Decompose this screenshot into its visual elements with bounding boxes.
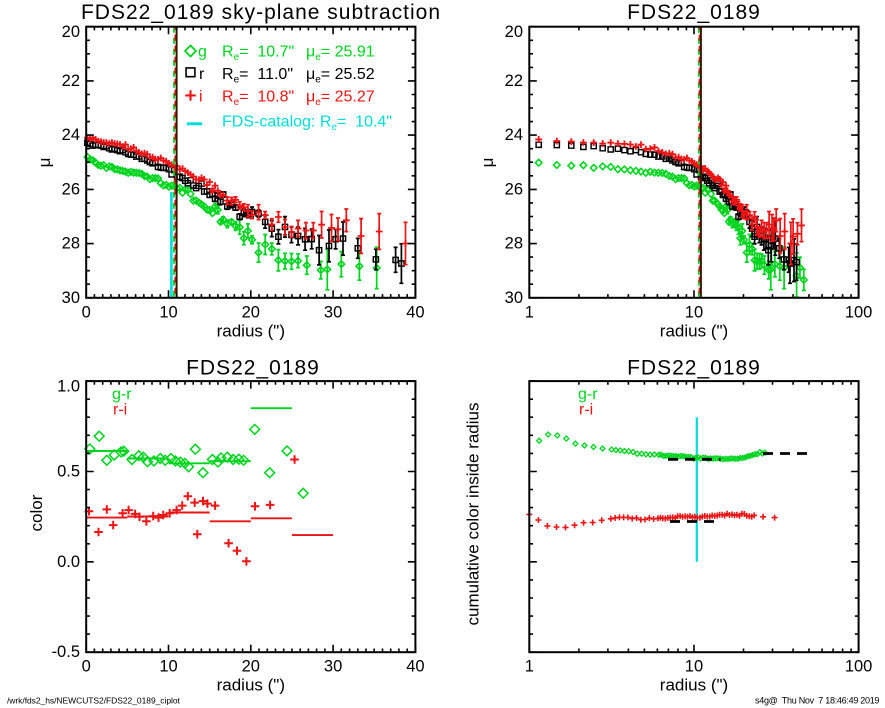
svg-text:20: 20 (242, 304, 260, 322)
svg-text:μ: μ (35, 158, 54, 168)
svg-text:40: 40 (406, 304, 424, 322)
svg-text:-0.5: -0.5 (52, 643, 80, 661)
svg-text:Re= 10.7": Re= 10.7" (222, 44, 294, 64)
svg-text:20: 20 (505, 23, 523, 41)
svg-text:20: 20 (242, 658, 260, 676)
svg-text:i: i (199, 89, 203, 106)
svg-text:FDS22_0189 sky-plane subtracti: FDS22_0189 sky-plane subtraction (81, 1, 441, 24)
svg-text:1: 1 (525, 658, 534, 676)
svg-text:30: 30 (62, 289, 80, 307)
svg-text:26: 26 (505, 180, 523, 198)
svg-text:30: 30 (505, 289, 523, 307)
svg-text:10: 10 (685, 304, 703, 322)
svg-text:radius ("): radius (") (660, 322, 728, 341)
svg-text:g: g (198, 44, 207, 61)
svg-text:20: 20 (62, 23, 80, 41)
svg-text:μe= 25.52: μe= 25.52 (306, 66, 375, 86)
svg-text:radius ("): radius (") (217, 676, 285, 695)
svg-text:10: 10 (159, 304, 177, 322)
svg-text:μe= 25.27: μe= 25.27 (306, 89, 375, 109)
svg-text:0.5: 0.5 (57, 462, 80, 480)
svg-text:24: 24 (505, 126, 523, 144)
svg-text:10: 10 (685, 658, 703, 676)
svg-text:radius ("): radius (") (660, 676, 728, 695)
svg-text:1: 1 (525, 304, 534, 322)
svg-text:100: 100 (845, 658, 873, 676)
svg-text:g-r: g-r (578, 386, 598, 403)
svg-text:g-r: g-r (112, 386, 132, 403)
svg-text:color: color (27, 494, 46, 531)
svg-text:μe= 25.91: μe= 25.91 (306, 44, 375, 64)
svg-text:r: r (199, 66, 205, 83)
svg-text:s4g@ Thu Nov 7 18:46:49 2019: s4g@ Thu Nov 7 18:46:49 2019 (755, 696, 879, 706)
svg-text:0: 0 (82, 304, 91, 322)
svg-text:Re= 11.0": Re= 11.0" (222, 66, 293, 86)
svg-text:FDS22_0189: FDS22_0189 (627, 1, 761, 24)
svg-text:cumulative color inside radius: cumulative color inside radius (464, 403, 483, 626)
svg-text:22: 22 (505, 72, 523, 90)
svg-text:/wrk/fds2_hs/NEWCUTS2/FDS22_01: /wrk/fds2_hs/NEWCUTS2/FDS22_0189_ciplot (7, 696, 181, 706)
svg-text:radius ("): radius (") (217, 322, 285, 341)
svg-text:26: 26 (62, 180, 80, 198)
svg-text:28: 28 (62, 235, 80, 253)
svg-text:FDS-catalog: Re= 10.4": FDS-catalog: Re= 10.4" (222, 114, 392, 134)
svg-text:0.0: 0.0 (57, 553, 80, 571)
svg-text:100: 100 (845, 304, 873, 322)
svg-text:22: 22 (62, 72, 80, 90)
svg-text:μ: μ (478, 158, 497, 168)
svg-text:40: 40 (406, 658, 424, 676)
svg-text:30: 30 (324, 658, 342, 676)
svg-text:1.0: 1.0 (57, 377, 80, 395)
svg-text:FDS22_0189: FDS22_0189 (627, 357, 761, 380)
svg-text:28: 28 (505, 235, 523, 253)
svg-text:30: 30 (324, 304, 342, 322)
svg-text:10: 10 (159, 658, 177, 676)
svg-text:Re= 10.8": Re= 10.8" (222, 89, 294, 109)
svg-text:r-i: r-i (113, 402, 127, 419)
svg-text:24: 24 (62, 126, 80, 144)
svg-text:0: 0 (82, 658, 91, 676)
svg-text:FDS22_0189: FDS22_0189 (186, 357, 320, 380)
svg-text:r-i: r-i (579, 402, 593, 419)
